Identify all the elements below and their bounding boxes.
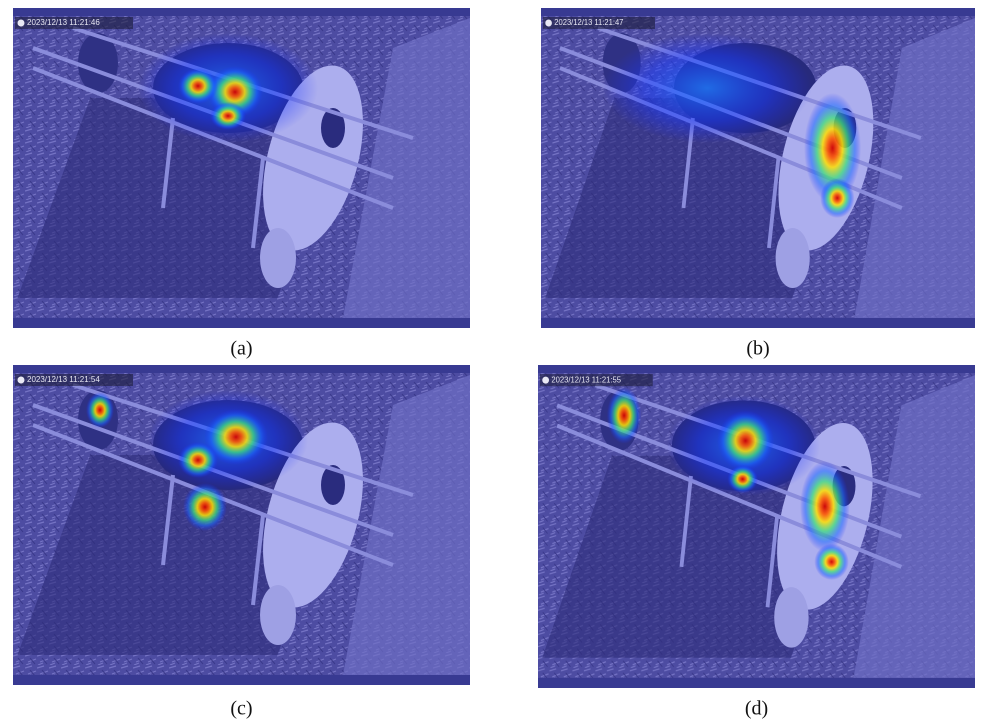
heat-spot	[210, 102, 246, 130]
caption: (b)	[746, 338, 769, 360]
timestamp: 2023/12/13 11:21:47	[554, 18, 623, 27]
heat-spot	[820, 178, 854, 218]
image-panel: 2023/12/13 11:21:47	[541, 8, 975, 328]
page: {"panels": [ {"timestamp": "2023/12/13 1…	[0, 0, 990, 724]
heat-glow	[603, 33, 812, 143]
stamp-icon	[545, 20, 552, 27]
figure: 2023/12/13 11:21:46 (a) 2023/12/13 11:21:4…	[0, 0, 990, 724]
timestamp: 2023/12/13 11:21:46	[27, 18, 100, 27]
heat-spot	[183, 483, 227, 531]
caption: (a)	[230, 338, 252, 360]
timestamp: 2023/12/13 11:21:54	[27, 375, 100, 384]
caption: (c)	[230, 698, 252, 720]
stamp-icon	[18, 377, 25, 384]
heat-spot	[178, 68, 218, 104]
heat-spot	[86, 392, 114, 428]
heat-spot	[800, 461, 850, 552]
heat-spot	[727, 465, 758, 493]
caption: (d)	[745, 698, 768, 720]
image-panel: 2023/12/13 11:21:46	[13, 8, 470, 328]
heat-spot	[814, 544, 848, 580]
timestamp: 2023/12/13 11:21:55	[551, 375, 621, 384]
heat-spot	[178, 442, 218, 478]
heat-spot	[607, 387, 641, 444]
stamp-icon	[542, 377, 549, 384]
image-panel: 2023/12/13 11:21:55	[538, 365, 975, 688]
heat-spot	[717, 410, 774, 471]
image-panel: 2023/12/13 11:21:54	[13, 365, 470, 685]
stamp-icon	[18, 20, 25, 27]
